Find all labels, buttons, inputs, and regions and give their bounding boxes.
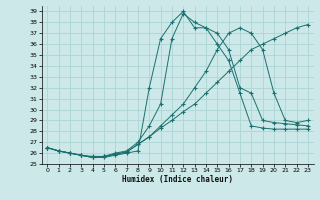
- X-axis label: Humidex (Indice chaleur): Humidex (Indice chaleur): [122, 175, 233, 184]
